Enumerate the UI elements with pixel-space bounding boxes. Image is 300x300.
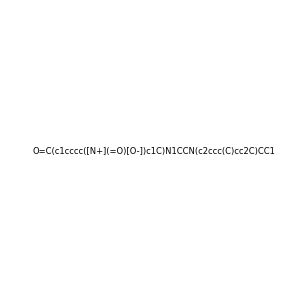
Text: O=C(c1cccc([N+](=O)[O-])c1C)N1CCN(c2ccc(C)cc2C)CC1: O=C(c1cccc([N+](=O)[O-])c1C)N1CCN(c2ccc(…: [32, 147, 275, 156]
